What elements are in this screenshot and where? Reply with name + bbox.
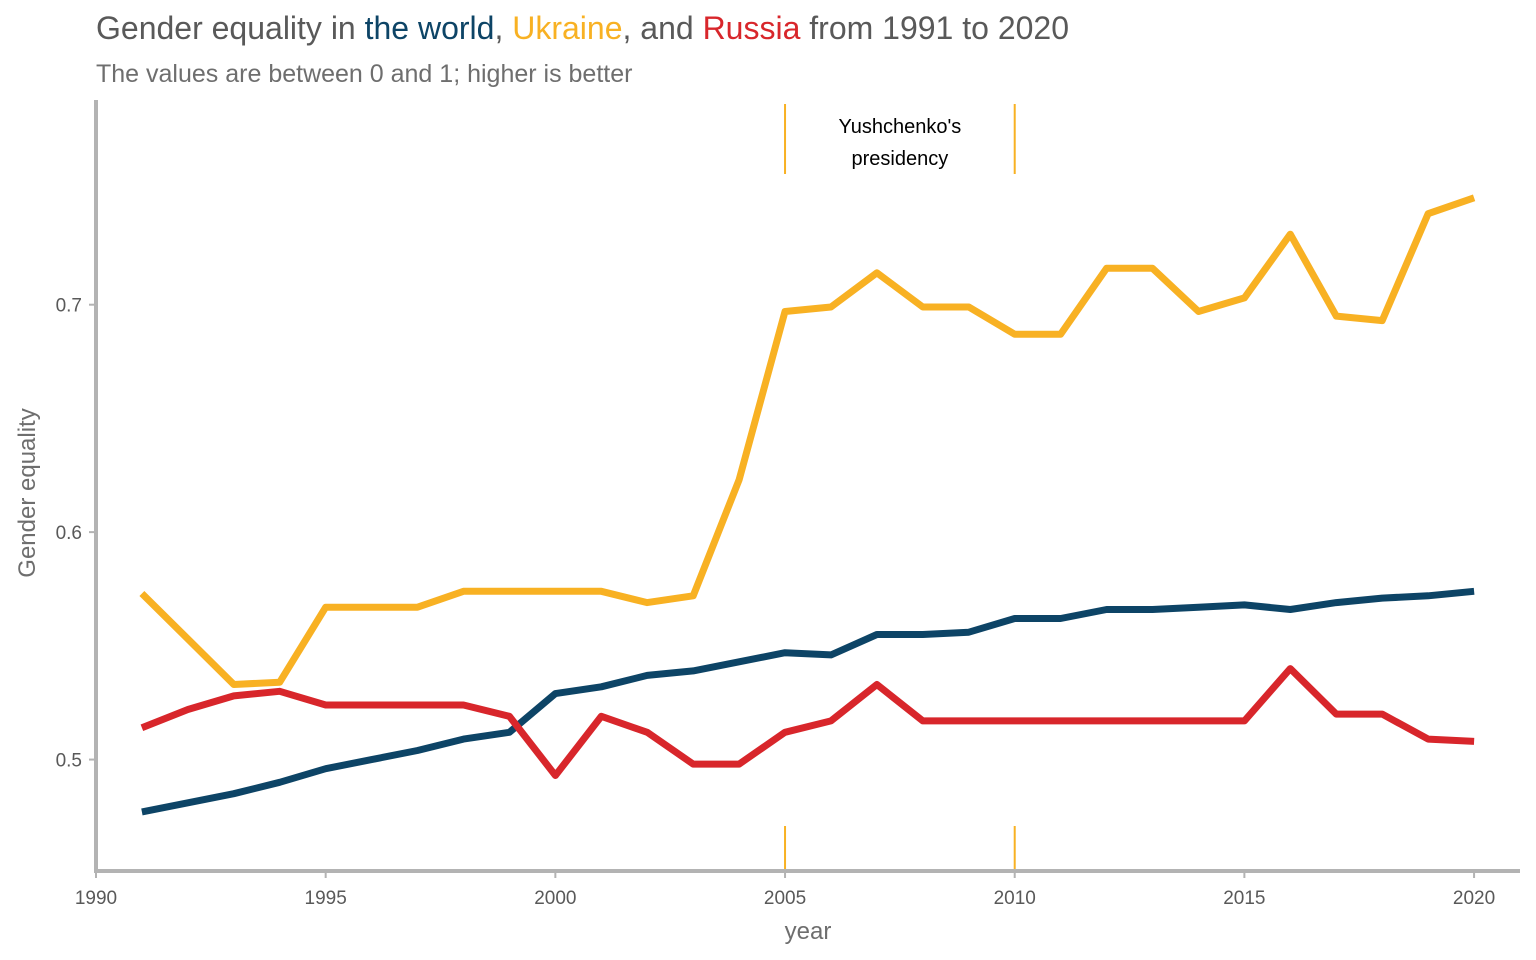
title-part-1: Gender equality in xyxy=(96,10,365,46)
chart-subtitle: The values are between 0 and 1; higher i… xyxy=(96,60,633,88)
series-line-russia xyxy=(140,665,1475,779)
x-tick-label: 1990 xyxy=(75,888,117,909)
series-line-ukraine xyxy=(139,194,1476,688)
x-tick-label: 1995 xyxy=(305,888,347,909)
x-tick-label: 2015 xyxy=(1223,888,1265,909)
presidency-annotation-label: Yushchenko's xyxy=(838,116,961,138)
title-russia: Russia xyxy=(702,10,801,46)
chart-title: Gender equality in the world, Ukraine, a… xyxy=(96,10,1069,47)
title-part-3: , and xyxy=(622,10,703,46)
title-part-2: , xyxy=(494,10,513,46)
title-ukraine: Ukraine xyxy=(512,10,623,46)
y-tick-label: 0.7 xyxy=(56,296,82,317)
series-layer xyxy=(139,194,1476,816)
title-world: the world xyxy=(364,10,495,46)
title-part-4: from 1991 to 2020 xyxy=(800,10,1069,46)
presidency-annotation-label: presidency xyxy=(852,148,949,170)
x-tick-label: 2020 xyxy=(1453,888,1495,909)
x-tick-label: 2010 xyxy=(994,888,1036,909)
x-tick-label: 2005 xyxy=(764,888,806,909)
x-axis-title: year xyxy=(785,918,832,945)
axes-layer: 1990 1995 2000 2005 2010 2015 2020 0.5 0.6 0.7 xyxy=(56,100,1520,909)
y-axis-title: Gender equality xyxy=(14,408,41,577)
annotation-layer: Yushchenko's presidency xyxy=(784,104,1016,871)
y-tick-label: 0.5 xyxy=(56,751,82,772)
x-tick-label: 2000 xyxy=(534,888,576,909)
y-tick-label: 0.6 xyxy=(56,523,82,544)
series-line-world xyxy=(141,587,1475,816)
